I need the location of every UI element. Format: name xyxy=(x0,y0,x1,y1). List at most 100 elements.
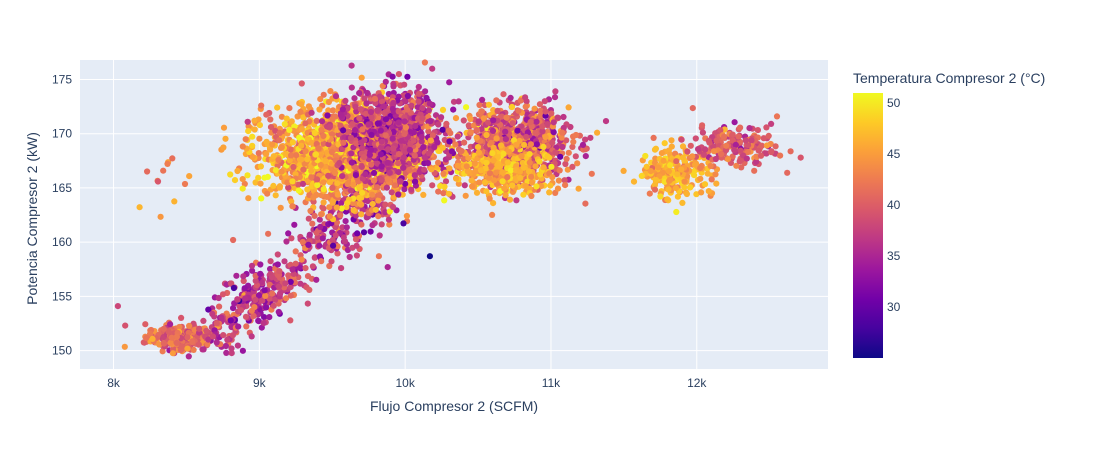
data-point xyxy=(344,199,351,207)
data-point xyxy=(388,189,395,196)
data-point xyxy=(691,172,698,179)
data-point xyxy=(257,261,264,268)
data-point xyxy=(483,159,490,166)
data-point xyxy=(594,129,601,136)
data-point xyxy=(220,124,228,131)
data-point xyxy=(412,123,419,130)
data-point xyxy=(286,105,293,112)
data-point xyxy=(701,181,709,188)
data-point xyxy=(318,118,326,125)
data-point xyxy=(692,135,699,142)
data-point xyxy=(275,283,282,290)
data-point xyxy=(276,137,283,144)
data-point xyxy=(300,114,307,121)
data-point xyxy=(298,126,305,133)
data-point xyxy=(705,137,712,144)
data-point xyxy=(252,296,259,303)
data-point xyxy=(513,197,520,204)
data-point xyxy=(292,248,299,255)
data-point xyxy=(406,166,413,174)
data-point xyxy=(160,340,168,347)
data-point xyxy=(560,113,567,121)
data-point xyxy=(332,169,339,177)
data-point xyxy=(678,166,685,173)
data-point xyxy=(185,353,192,360)
data-point xyxy=(435,159,442,166)
data-point xyxy=(371,169,378,176)
data-point xyxy=(653,177,660,184)
data-point xyxy=(400,154,407,161)
data-point xyxy=(368,131,375,138)
data-point xyxy=(471,160,478,167)
data-point xyxy=(287,292,294,299)
data-point xyxy=(463,104,470,111)
data-point xyxy=(699,129,707,136)
data-point xyxy=(579,141,587,148)
data-point xyxy=(431,143,438,151)
data-point xyxy=(224,336,231,343)
data-point xyxy=(678,136,685,143)
data-point xyxy=(681,184,688,191)
data-point xyxy=(494,161,501,169)
data-point xyxy=(364,89,371,97)
data-point xyxy=(374,184,381,191)
data-point xyxy=(337,212,344,219)
data-point xyxy=(365,121,372,128)
data-point xyxy=(667,176,674,183)
data-point xyxy=(200,317,207,324)
data-point xyxy=(516,168,524,175)
data-point xyxy=(514,127,521,134)
data-point xyxy=(522,183,529,190)
data-point xyxy=(377,151,384,158)
data-point xyxy=(149,335,156,342)
data-point xyxy=(227,171,234,178)
data-point xyxy=(209,310,216,317)
data-point xyxy=(476,101,483,109)
data-point xyxy=(358,221,365,228)
data-point xyxy=(602,118,610,125)
data-point xyxy=(348,159,355,166)
data-point xyxy=(184,345,191,352)
data-point xyxy=(311,129,318,137)
data-point xyxy=(299,180,307,187)
data-point xyxy=(559,129,566,136)
data-point xyxy=(488,139,495,146)
data-point xyxy=(630,178,638,185)
data-point xyxy=(402,124,409,131)
data-point xyxy=(528,179,536,186)
data-point xyxy=(437,183,444,190)
data-point xyxy=(428,166,435,173)
data-point xyxy=(620,167,627,174)
data-point xyxy=(317,223,324,230)
data-point xyxy=(357,106,364,113)
data-point xyxy=(429,65,436,72)
data-point xyxy=(243,323,250,330)
data-point xyxy=(293,152,300,159)
data-point xyxy=(281,258,288,265)
data-point xyxy=(660,157,667,164)
data-point xyxy=(262,292,269,299)
data-point xyxy=(374,107,381,114)
data-point xyxy=(421,154,428,161)
data-point xyxy=(447,130,454,137)
data-point xyxy=(270,153,277,160)
data-point xyxy=(643,163,650,170)
data-point xyxy=(235,323,242,330)
data-point xyxy=(463,163,470,170)
data-point xyxy=(237,307,245,314)
data-point xyxy=(316,242,323,249)
data-point xyxy=(255,150,262,157)
data-point xyxy=(539,123,546,130)
data-point xyxy=(418,138,425,145)
data-point xyxy=(777,152,784,159)
data-point xyxy=(256,122,263,129)
data-point xyxy=(395,108,402,115)
data-point xyxy=(562,160,569,168)
data-point xyxy=(462,192,469,199)
data-point xyxy=(642,152,649,160)
data-point xyxy=(419,105,426,112)
data-point xyxy=(312,151,319,158)
data-point xyxy=(368,114,375,121)
data-point xyxy=(275,308,282,316)
data-point xyxy=(332,232,339,239)
